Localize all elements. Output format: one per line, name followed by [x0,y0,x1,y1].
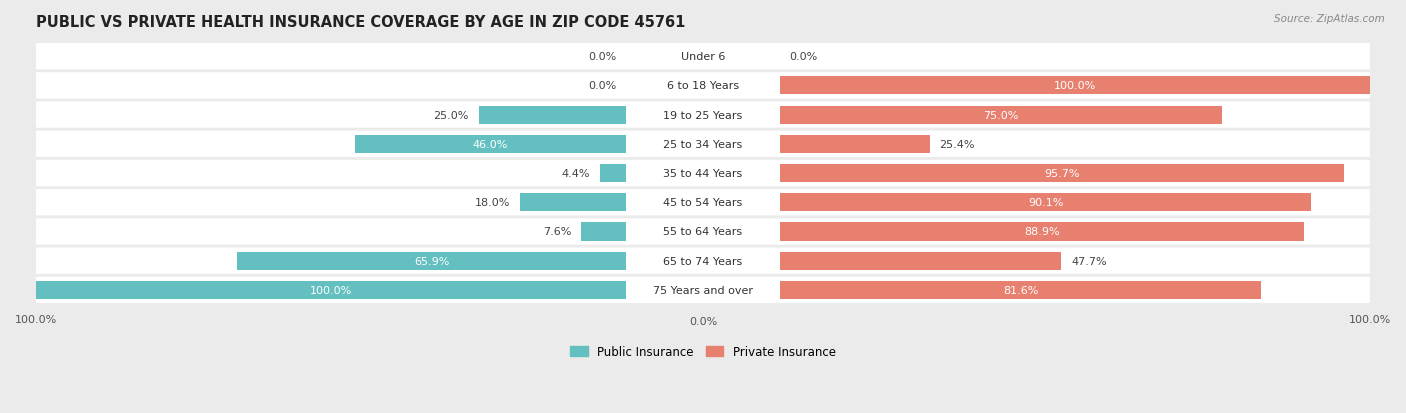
Legend: Public Insurance, Private Insurance: Public Insurance, Private Insurance [565,341,841,363]
Bar [582,223,626,241]
Bar [520,194,626,212]
Text: 90.1%: 90.1% [1028,198,1063,208]
Text: 88.9%: 88.9% [1024,227,1060,237]
Text: Source: ZipAtlas.com: Source: ZipAtlas.com [1274,14,1385,24]
Text: Under 6: Under 6 [681,52,725,62]
FancyBboxPatch shape [37,219,1369,245]
Text: 25.0%: 25.0% [433,110,468,120]
Bar [780,281,1261,299]
Text: 75.0%: 75.0% [983,110,1019,120]
Text: PUBLIC VS PRIVATE HEALTH INSURANCE COVERAGE BY AGE IN ZIP CODE 45761: PUBLIC VS PRIVATE HEALTH INSURANCE COVER… [37,15,686,30]
Bar [780,135,929,154]
FancyBboxPatch shape [37,161,1369,187]
Text: 65 to 74 Years: 65 to 74 Years [664,256,742,266]
Bar [780,223,1305,241]
Text: 0.0%: 0.0% [790,52,818,62]
FancyBboxPatch shape [37,131,1369,158]
Bar [780,252,1062,270]
Bar [479,106,626,124]
Text: 18.0%: 18.0% [475,198,510,208]
Text: 6 to 18 Years: 6 to 18 Years [666,81,740,91]
Text: 35 to 44 Years: 35 to 44 Years [664,169,742,178]
Bar [780,77,1369,95]
Text: 75 Years and over: 75 Years and over [652,285,754,295]
Bar [780,194,1312,212]
Bar [238,252,626,270]
Text: 19 to 25 Years: 19 to 25 Years [664,110,742,120]
Text: 46.0%: 46.0% [472,140,508,150]
Text: 45 to 54 Years: 45 to 54 Years [664,198,742,208]
FancyBboxPatch shape [37,44,1369,70]
Text: 65.9%: 65.9% [415,256,450,266]
Text: 25 to 34 Years: 25 to 34 Years [664,140,742,150]
Text: 0.0%: 0.0% [588,81,616,91]
Text: 47.7%: 47.7% [1071,256,1107,266]
Text: 0.0%: 0.0% [689,316,717,326]
FancyBboxPatch shape [37,248,1369,274]
Text: 4.4%: 4.4% [562,169,591,178]
Bar [780,106,1222,124]
Bar [600,164,626,183]
Text: 81.6%: 81.6% [1002,285,1038,295]
Text: 100.0%: 100.0% [1053,81,1095,91]
Bar [780,164,1344,183]
Text: 55 to 64 Years: 55 to 64 Years [664,227,742,237]
FancyBboxPatch shape [37,102,1369,128]
FancyBboxPatch shape [37,73,1369,99]
Text: 25.4%: 25.4% [939,140,976,150]
Bar [37,281,626,299]
FancyBboxPatch shape [37,277,1369,304]
Text: 7.6%: 7.6% [543,227,571,237]
FancyBboxPatch shape [37,190,1369,216]
Bar [354,135,626,154]
Text: 0.0%: 0.0% [588,52,616,62]
Text: 95.7%: 95.7% [1045,169,1080,178]
Text: 100.0%: 100.0% [311,285,353,295]
